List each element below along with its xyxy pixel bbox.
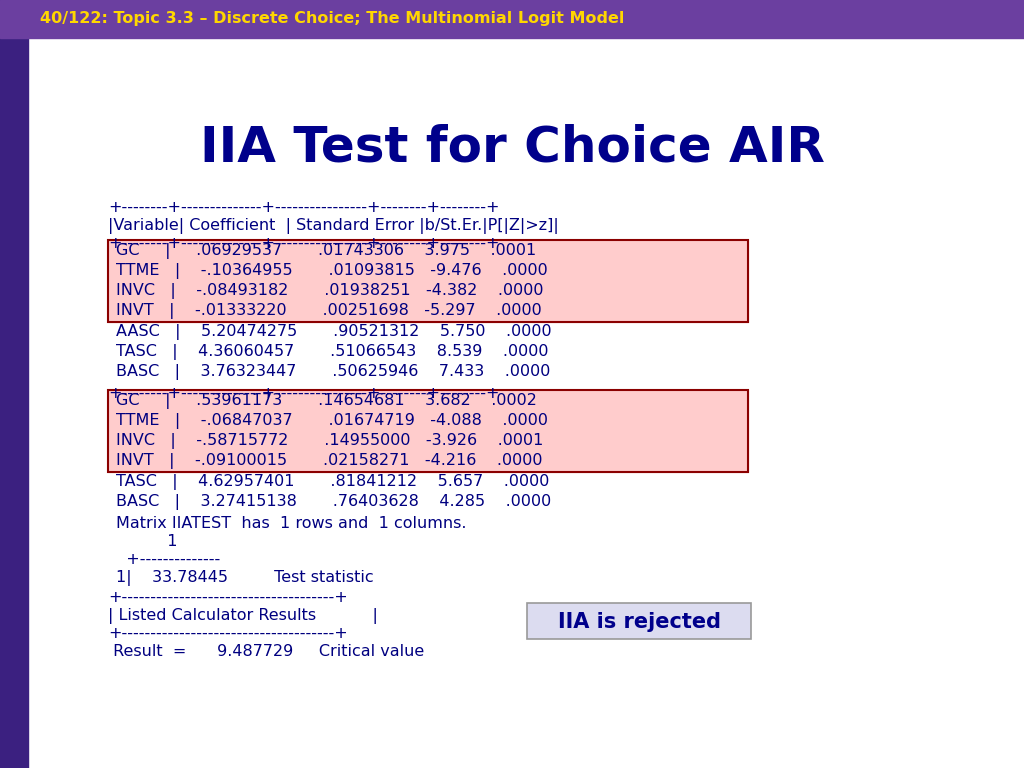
Text: GC     |     .53961173       .14654681    3.682    .0002: GC | .53961173 .14654681 3.682 .0002 (116, 393, 537, 409)
Text: 1: 1 (116, 534, 177, 549)
Text: TTME   |    -.06847037       .01674719   -4.088    .0000: TTME | -.06847037 .01674719 -4.088 .0000 (116, 413, 548, 429)
Text: AASC   |    5.20474275       .90521312    5.750    .0000: AASC | 5.20474275 .90521312 5.750 .0000 (116, 324, 552, 340)
Text: BASC   |    3.76323447       .50625946    7.433    .0000: BASC | 3.76323447 .50625946 7.433 .0000 (116, 364, 550, 380)
Text: INVT   |    -.09100015       .02158271   -4.216    .0000: INVT | -.09100015 .02158271 -4.216 .0000 (116, 453, 543, 469)
Text: +--------+--------------+----------------+--------+--------+: +--------+--------------+---------------… (108, 200, 500, 215)
Text: INVT   |    -.01333220       .00251698   -5.297    .0000: INVT | -.01333220 .00251698 -5.297 .0000 (116, 303, 542, 319)
Text: IIA Test for Choice AIR: IIA Test for Choice AIR (200, 124, 824, 172)
Text: TASC   |    4.62957401       .81841212    5.657    .0000: TASC | 4.62957401 .81841212 5.657 .0000 (116, 474, 549, 490)
Text: +--------------: +-------------- (116, 552, 220, 567)
Bar (108, 390, 748, 472)
Text: INVC   |    -.08493182       .01938251   -4.382    .0000: INVC | -.08493182 .01938251 -4.382 .0000 (116, 283, 544, 299)
Bar (108, 240, 748, 322)
Text: +-------------------------------------+: +-------------------------------------+ (108, 590, 348, 605)
Text: INVC   |    -.58715772       .14955000   -3.926    .0001: INVC | -.58715772 .14955000 -3.926 .0001 (116, 433, 544, 449)
Text: 1|    33.78445         Test statistic: 1| 33.78445 Test statistic (116, 570, 374, 586)
Text: TASC   |    4.36060457       .51066543    8.539    .0000: TASC | 4.36060457 .51066543 8.539 .0000 (116, 344, 549, 360)
Text: Result  =      9.487729     Critical value: Result = 9.487729 Critical value (108, 644, 424, 659)
Text: Matrix IIATEST  has  1 rows and  1 columns.: Matrix IIATEST has 1 rows and 1 columns. (116, 516, 467, 531)
Text: | Listed Calculator Results           |: | Listed Calculator Results | (108, 608, 378, 624)
Text: +--------+--------------+----------------+--------+--------+: +--------+--------------+---------------… (108, 236, 500, 251)
Text: GC     |     .06929537       .01743306    3.975    .0001: GC | .06929537 .01743306 3.975 .0001 (116, 243, 537, 259)
Text: |Variable| Coefficient  | Standard Error |b/St.Er.|P[|Z|>z]|: |Variable| Coefficient | Standard Error … (108, 218, 559, 234)
FancyBboxPatch shape (527, 603, 751, 639)
Text: +-------------------------------------+: +-------------------------------------+ (108, 626, 348, 641)
Bar (0, 0, 1024, 38)
Bar (0, 0, 28, 768)
Text: +--------+--------------+----------------+--------+--------+: +--------+--------------+---------------… (108, 386, 500, 401)
Text: 40/122: Topic 3.3 – Discrete Choice; The Multinomial Logit Model: 40/122: Topic 3.3 – Discrete Choice; The… (40, 12, 625, 27)
Text: BASC   |    3.27415138       .76403628    4.285    .0000: BASC | 3.27415138 .76403628 4.285 .0000 (116, 494, 551, 510)
Text: TTME   |    -.10364955       .01093815   -9.476    .0000: TTME | -.10364955 .01093815 -9.476 .0000 (116, 263, 548, 279)
Text: IIA is rejected: IIA is rejected (557, 612, 721, 632)
